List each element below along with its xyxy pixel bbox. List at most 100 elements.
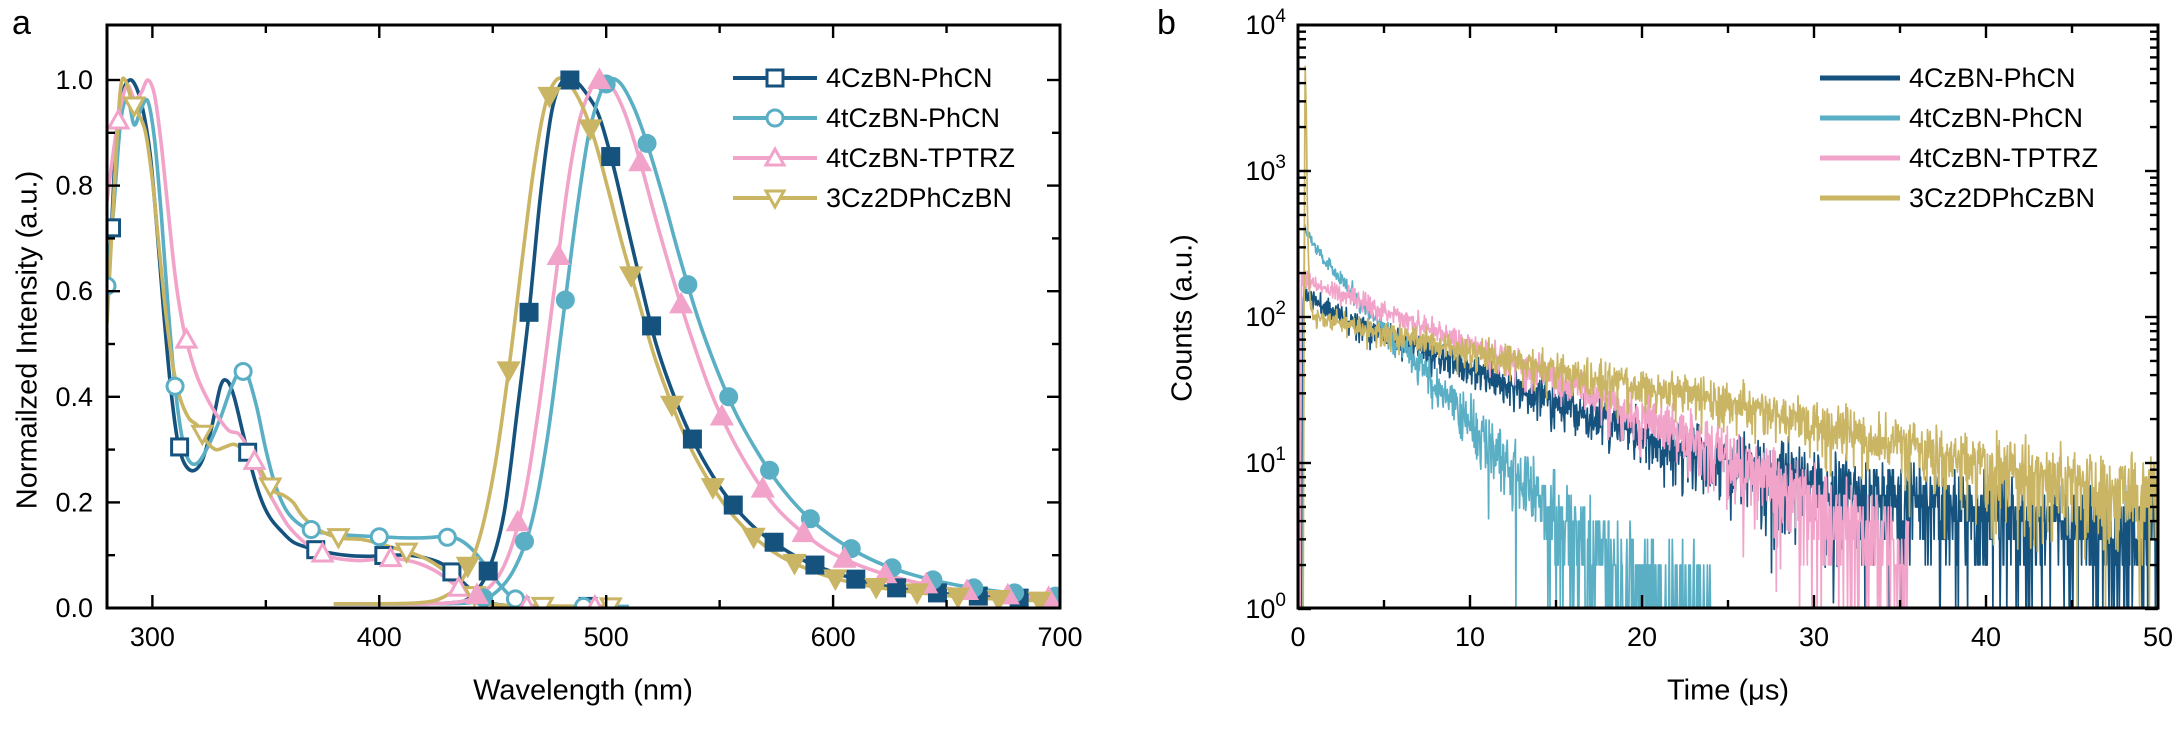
marker-triangle-down-khaki xyxy=(394,542,419,565)
panel-b-plot-area xyxy=(1299,65,2158,609)
marker-triangle-up-pink xyxy=(378,545,403,568)
marker-triangle-up-pink xyxy=(709,403,734,426)
marker-triangle-up-pink xyxy=(587,67,612,89)
square-open-legend-swatch-icon xyxy=(733,68,817,88)
marker-triangle-down-khaki xyxy=(190,424,215,447)
marker-circle-teal xyxy=(369,527,389,547)
legend-label: 3Cz2DPhCzBN xyxy=(1909,182,2096,213)
marker-square-navy xyxy=(519,302,539,322)
y-tick-label: 100 xyxy=(1245,590,1286,624)
marker-square-navy xyxy=(723,495,743,515)
legend-label: 4CzBN-PhCN xyxy=(826,62,993,93)
marker-triangle-down-khaki xyxy=(986,590,1011,608)
panel-b-x-axis-title: Time (μs) xyxy=(1667,674,1789,707)
legend-label: 4tCzBN-TPTRZ xyxy=(826,142,1015,173)
marker-triangle-down-khaki xyxy=(578,119,603,141)
panel-a-x-axis-title: Wavelength (nm) xyxy=(473,674,693,707)
y-tick-label: 1.0 xyxy=(55,65,93,95)
curve-4tczbn-tptrz-emission xyxy=(333,77,1060,606)
marker-circle-teal xyxy=(515,531,535,551)
y-tick-label: 103 xyxy=(1245,152,1286,186)
y-tick-label: 0.2 xyxy=(55,487,93,517)
x-tick-label: 20 xyxy=(1627,622,1657,652)
y-tick-label: 104 xyxy=(1245,6,1286,40)
x-tick-label: 0 xyxy=(1290,622,1305,652)
marker-triangle-up-pink xyxy=(791,520,816,543)
marker-triangle-down-khaki xyxy=(619,266,644,288)
panel-a-axes-box xyxy=(105,23,1062,610)
marker-circle-teal xyxy=(719,387,739,407)
marker-square-navy xyxy=(846,569,866,589)
marker-triangle-up-pink xyxy=(586,593,603,608)
marker-triangle-down-khaki xyxy=(864,577,889,600)
legend-entry-3cz2dphczbn[interactable]: 3Cz2DPhCzBN xyxy=(733,178,1012,218)
line-legend-swatch-icon xyxy=(1820,155,1900,161)
curve-4tczbn-phcn-absorption xyxy=(107,96,629,608)
marker-triangle-up-pink xyxy=(464,582,489,605)
marker-circle-teal xyxy=(301,519,321,539)
marker-square-navy xyxy=(682,429,702,449)
marker-triangle-down-khaki xyxy=(741,527,766,550)
legend-entry-3cz2dphczbn[interactable]: 3Cz2DPhCzBN xyxy=(1820,178,2095,218)
triangle-down-open-legend-swatch-icon xyxy=(733,189,817,211)
marker-triangle-down-khaki xyxy=(945,587,970,608)
marker-triangle-up-pink xyxy=(107,107,131,130)
marker-circle-teal xyxy=(437,527,457,547)
x-tick-label: 30 xyxy=(1799,622,1829,652)
marker-circle-teal xyxy=(678,275,698,295)
legend-entry-4czbn-phcn[interactable]: 4CzBN-PhCN xyxy=(1820,58,2076,98)
marker-square-navy xyxy=(170,437,190,457)
marker-circle-teal xyxy=(555,290,575,310)
y-tick-label: 0.0 xyxy=(55,593,93,623)
panel-a: 300 400 500 600 700 0.0 0.2 0.4 0.6 0.8 1.0 xyxy=(55,23,1083,652)
marker-triangle-up-pink xyxy=(669,291,694,314)
legend-label: 4CzBN-PhCN xyxy=(1909,62,2076,93)
legend-entry-4tczbn-tptrz[interactable]: 4tCzBN-TPTRZ xyxy=(733,138,1015,178)
y-tick-label: 0.8 xyxy=(55,171,93,201)
legend-entry-4tczbn-phcn[interactable]: 4tCzBN-PhCN xyxy=(733,98,1000,138)
x-tick-label: 10 xyxy=(1455,622,1485,652)
marker-circle-teal xyxy=(637,133,657,153)
marker-triangle-down-khaki xyxy=(537,86,562,109)
legend-label: 4tCzBN-PhCN xyxy=(826,102,1001,133)
y-tick-label: 0.6 xyxy=(55,276,93,306)
legend-entry-4tczbn-tptrz[interactable]: 4tCzBN-TPTRZ xyxy=(1820,138,2098,178)
marker-triangle-up-pink xyxy=(518,593,535,608)
panel-b-letter: b xyxy=(1157,4,1176,42)
marker-square-navy xyxy=(642,316,662,336)
marker-square-navy xyxy=(805,555,825,575)
marker-square-navy xyxy=(601,147,621,167)
marker-circle-teal xyxy=(107,276,117,296)
panel-b: 0 10 20 30 40 50 100 101 102 103 104 xyxy=(1245,6,2173,652)
triangle-up-open-legend-swatch-icon xyxy=(733,145,817,167)
y-tick-label: 0.4 xyxy=(55,382,93,412)
marker-triangle-down-khaki xyxy=(782,553,807,576)
marker-triangle-up-pink xyxy=(242,448,267,470)
marker-triangle-up-pink xyxy=(628,149,653,172)
marker-triangle-up-pink xyxy=(505,509,530,532)
marker-circle-teal xyxy=(233,361,253,381)
legend-entry-4tczbn-phcn[interactable]: 4tCzBN-PhCN xyxy=(1820,98,2083,138)
marker-square-navy xyxy=(764,532,784,552)
marker-triangle-down-khaki xyxy=(904,583,930,605)
marker-circle-teal xyxy=(800,509,820,529)
marker-triangle-down-khaki xyxy=(1027,591,1052,608)
legend-entry-4czbn-phcn[interactable]: 4CzBN-PhCN xyxy=(733,58,993,98)
x-tick-label: 700 xyxy=(1037,622,1082,652)
marker-triangle-up-pink xyxy=(310,540,335,563)
x-tick-label: 500 xyxy=(584,622,629,652)
marker-triangle-down-khaki xyxy=(659,395,685,418)
marker-triangle-down-khaki xyxy=(122,96,147,119)
legend-label: 4tCzBN-TPTRZ xyxy=(1909,142,2098,173)
panel-a-plot-area xyxy=(107,67,1060,608)
legend-label: 3Cz2DPhCzBN xyxy=(826,182,1013,213)
marker-square-navy xyxy=(107,218,122,238)
marker-triangle-down-khaki xyxy=(326,528,351,550)
marker-triangle-up-pink xyxy=(546,243,571,265)
x-tick-label: 50 xyxy=(2143,622,2173,652)
decay-curve-3cz2dphczbn xyxy=(1302,65,2158,609)
line-legend-swatch-icon xyxy=(1820,75,1900,81)
legend-label: 4tCzBN-PhCN xyxy=(1909,102,2084,133)
marker-square-navy xyxy=(560,70,580,90)
